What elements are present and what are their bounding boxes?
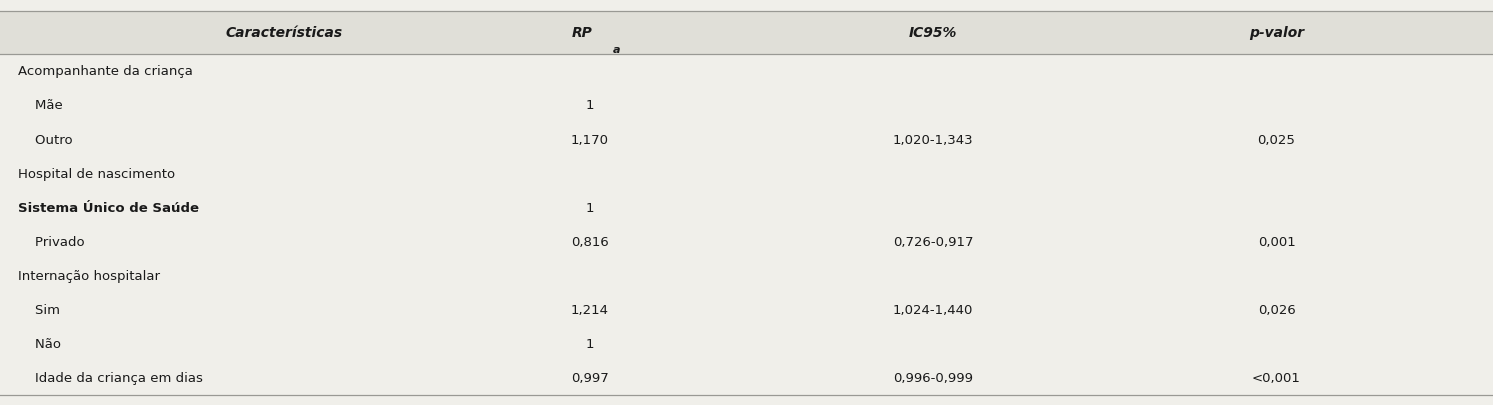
Text: Mãe: Mãe bbox=[18, 99, 63, 112]
Text: 1,020-1,343: 1,020-1,343 bbox=[893, 133, 973, 146]
Text: Não: Não bbox=[18, 337, 61, 350]
Text: a: a bbox=[612, 45, 621, 55]
Text: Privado: Privado bbox=[18, 235, 85, 248]
Text: Outro: Outro bbox=[18, 133, 73, 146]
Text: IC95%: IC95% bbox=[909, 26, 957, 40]
Text: p-valor: p-valor bbox=[1250, 26, 1303, 40]
Text: Acompanhante da criança: Acompanhante da criança bbox=[18, 65, 193, 78]
Text: Sistema Único de Saúde: Sistema Único de Saúde bbox=[18, 201, 199, 214]
Text: 1: 1 bbox=[585, 201, 594, 214]
Text: <0,001: <0,001 bbox=[1253, 371, 1300, 384]
Bar bbox=[0, 12, 1493, 55]
Text: 0,026: 0,026 bbox=[1257, 303, 1296, 316]
Text: Características: Características bbox=[225, 26, 342, 40]
Text: 0,726-0,917: 0,726-0,917 bbox=[893, 235, 973, 248]
Text: 1,024-1,440: 1,024-1,440 bbox=[893, 303, 973, 316]
Text: 1,214: 1,214 bbox=[570, 303, 609, 316]
Text: 1,170: 1,170 bbox=[570, 133, 609, 146]
Text: 0,996-0,999: 0,996-0,999 bbox=[893, 371, 973, 384]
Text: Hospital de nascimento: Hospital de nascimento bbox=[18, 167, 175, 180]
Text: 0,997: 0,997 bbox=[570, 371, 609, 384]
Text: 1: 1 bbox=[585, 99, 594, 112]
Text: Idade da criança em dias: Idade da criança em dias bbox=[18, 371, 203, 384]
Text: Sim: Sim bbox=[18, 303, 60, 316]
Text: 0,816: 0,816 bbox=[570, 235, 609, 248]
Text: Internação hospitalar: Internação hospitalar bbox=[18, 269, 160, 282]
Text: 0,001: 0,001 bbox=[1257, 235, 1296, 248]
Text: RP: RP bbox=[572, 26, 593, 40]
Text: 1: 1 bbox=[585, 337, 594, 350]
Text: 0,025: 0,025 bbox=[1257, 133, 1296, 146]
